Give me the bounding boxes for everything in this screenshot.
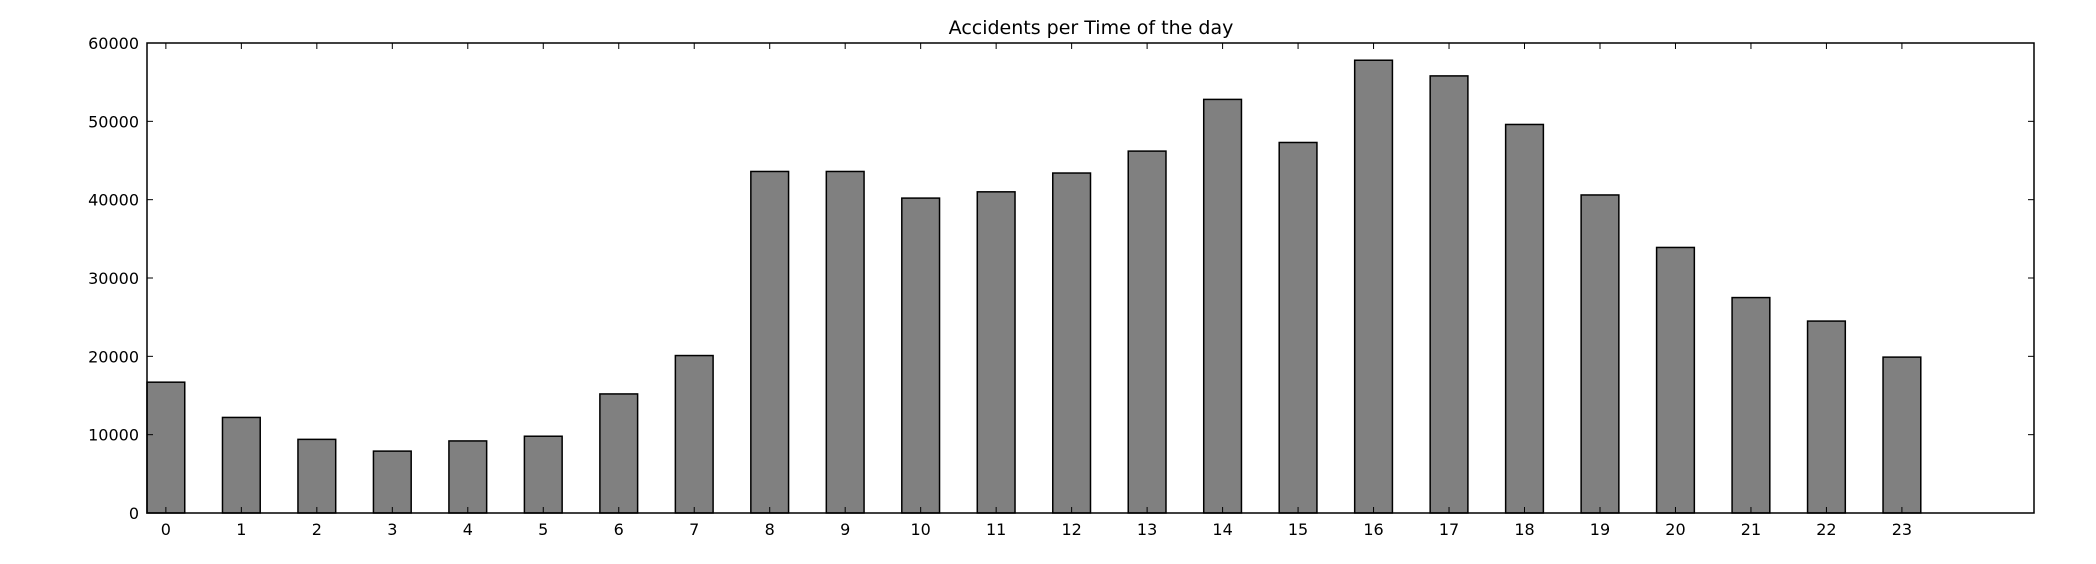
bar-5 [523, 435, 563, 514]
bar-21 [1731, 296, 1771, 514]
bar-6 [599, 393, 639, 514]
plot-frame [146, 42, 2035, 514]
x-tick-label-19: 19 [1590, 520, 1610, 539]
bar-18 [1504, 123, 1545, 514]
x-tick-label-14: 14 [1212, 520, 1232, 539]
y-tick-label-20000: 20000 [88, 347, 139, 366]
x-tick-label-12: 12 [1061, 520, 1081, 539]
y-tick-label-10000: 10000 [88, 426, 139, 445]
x-tick-label-11: 11 [986, 520, 1006, 539]
bars-group [146, 59, 1922, 514]
x-tick-label-13: 13 [1137, 520, 1157, 539]
bar-23 [1882, 356, 1922, 514]
y-tick-label-30000: 30000 [88, 269, 139, 288]
x-tick-label-9: 9 [840, 520, 850, 539]
y-tick-label-50000: 50000 [88, 112, 139, 131]
y-tick-label-0: 0 [129, 504, 139, 523]
bar-3 [372, 450, 412, 514]
x-tick-label-7: 7 [689, 520, 699, 539]
bar-4 [448, 440, 488, 514]
bar-14 [1202, 98, 1243, 514]
bar-17 [1429, 75, 1469, 514]
x-tick-label-15: 15 [1288, 520, 1308, 539]
bar-11 [976, 191, 1016, 514]
x-tick-label-21: 21 [1741, 520, 1761, 539]
x-tick-label-23: 23 [1892, 520, 1912, 539]
x-tick-label-2: 2 [312, 520, 322, 539]
bar-13 [1127, 150, 1167, 514]
x-tick-label-4: 4 [463, 520, 473, 539]
bar-22 [1806, 320, 1847, 514]
x-tick-label-16: 16 [1363, 520, 1383, 539]
bar-2 [297, 438, 337, 514]
x-tick-label-1: 1 [236, 520, 246, 539]
bar-0 [146, 381, 186, 514]
x-tick-label-18: 18 [1514, 520, 1534, 539]
y-tick-labels: 0 10000 20000 30000 40000 50000 60000 [88, 34, 139, 523]
x-tick-label-22: 22 [1816, 520, 1836, 539]
bar-16 [1353, 59, 1394, 514]
bar-15 [1278, 141, 1318, 514]
bar-20 [1655, 246, 1696, 514]
x-tick-labels: 0 1 2 3 4 5 6 7 8 9 10 11 12 13 14 15 16 17 18 19 20 21 22 23 [161, 520, 1912, 539]
y-tick-label-40000: 40000 [88, 191, 139, 210]
x-tick-label-5: 5 [538, 520, 548, 539]
bar-9 [825, 170, 865, 514]
x-tick-label-8: 8 [765, 520, 775, 539]
bar-12 [1052, 172, 1092, 514]
x-tick-label-20: 20 [1665, 520, 1685, 539]
x-tick-label-6: 6 [614, 520, 624, 539]
x-tick-label-10: 10 [910, 520, 930, 539]
bar-8 [750, 170, 790, 514]
y-tick-label-60000: 60000 [88, 34, 139, 53]
bar-1 [221, 416, 261, 514]
bar-10 [901, 197, 941, 514]
chart-title: Accidents per Time of the day [949, 17, 1234, 39]
x-tick-label-0: 0 [161, 520, 171, 539]
x-tick-label-3: 3 [387, 520, 397, 539]
x-tick-label-17: 17 [1439, 520, 1459, 539]
bar-7 [674, 354, 714, 514]
bar-19 [1580, 194, 1620, 514]
